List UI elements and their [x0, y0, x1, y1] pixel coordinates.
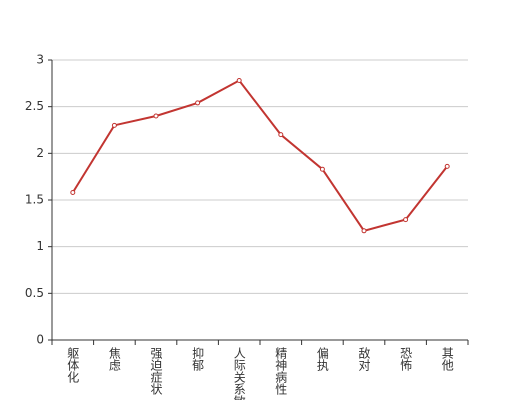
point — [278, 132, 284, 138]
x-tick-label: 偏执 — [315, 346, 329, 372]
line — [71, 79, 448, 232]
x-tick-label: 焦虑 — [107, 347, 121, 371]
y-tick-label: 3 — [36, 53, 44, 67]
point — [153, 113, 159, 119]
y-tick-label: 0 — [36, 333, 44, 347]
x-tick-label: 强迫症状 — [149, 347, 163, 395]
x-tick-label: 敌对 — [357, 346, 371, 371]
y-tick-label: 2 — [36, 146, 44, 160]
point — [236, 78, 242, 84]
y-tick-label: 1 — [36, 239, 44, 253]
x-tick-label: 恐怖 — [399, 347, 413, 371]
point — [361, 228, 367, 234]
point — [444, 163, 450, 169]
x-tick-label: 躯体化 — [66, 346, 80, 384]
point — [403, 217, 409, 223]
x-tick-label: 精神病性 — [274, 347, 288, 396]
point — [195, 100, 201, 106]
y-tick-label: 0.5 — [25, 286, 44, 300]
point — [111, 122, 117, 128]
point — [319, 166, 325, 172]
x-tick-label: 其他 — [440, 347, 454, 371]
x-tick-label: 抑郁 — [191, 346, 205, 372]
x-tick-label: 人际关系敏感 — [232, 347, 246, 400]
y-tick-label: 2.5 — [25, 99, 44, 113]
point — [70, 190, 76, 196]
y-tick-label: 1.5 — [25, 193, 44, 207]
